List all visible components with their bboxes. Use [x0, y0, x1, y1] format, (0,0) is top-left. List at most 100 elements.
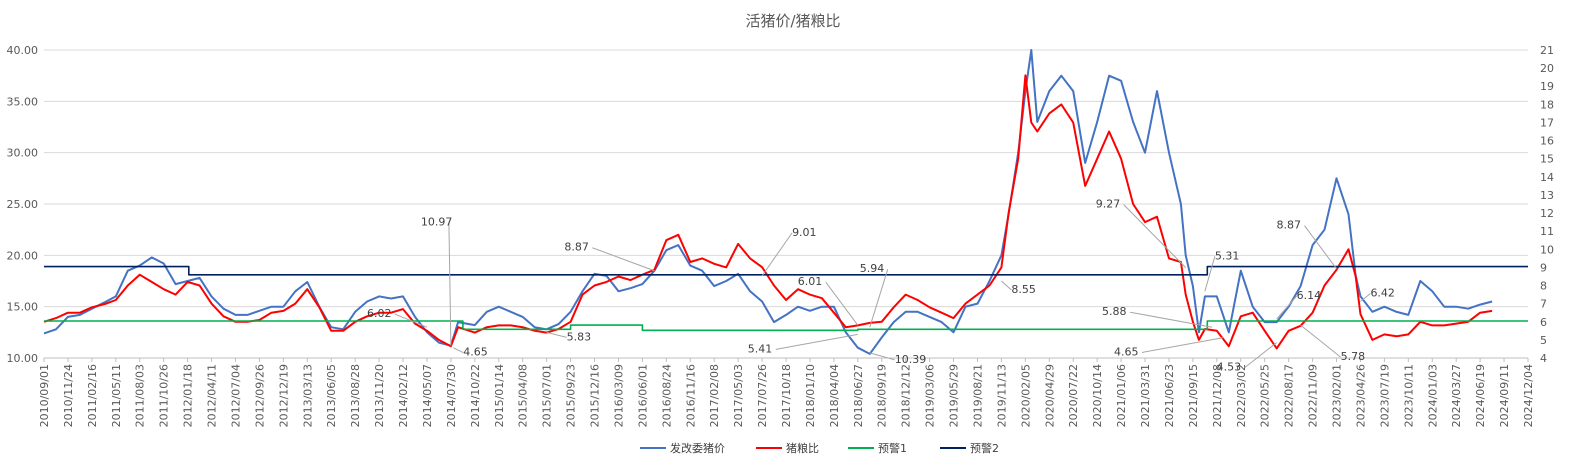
x-tick-label: 2020/04/29	[1043, 364, 1056, 427]
right-tick-label: 10	[1540, 243, 1554, 256]
x-tick-label: 2023/10/11	[1402, 364, 1415, 427]
annotation-label: 5.31	[1215, 249, 1240, 262]
annotation-label: 10.97	[421, 216, 453, 229]
x-tick-label: 2013/03/13	[301, 364, 314, 427]
x-tick-label: 2013/08/28	[349, 364, 362, 427]
x-tick-label: 2021/12/08	[1211, 364, 1224, 427]
right-tick-label: 17	[1540, 116, 1554, 129]
x-tick-label: 2014/10/22	[469, 364, 482, 427]
x-tick-label: 2013/11/20	[373, 364, 386, 427]
annotation-leader	[775, 333, 858, 350]
annotation-label: 6.01	[798, 275, 823, 288]
x-tick-label: 2017/02/08	[708, 364, 721, 427]
right-tick-label: 5	[1540, 334, 1547, 347]
right-axis-ticks: 4 5 6 7 8 9 10 11 12 13 14 15 16 17 18 19 20 21	[1540, 44, 1554, 365]
annotation-label: 5.88	[1102, 305, 1127, 318]
annotation-leader	[869, 352, 895, 361]
x-tick-label: 2016/06/01	[636, 364, 649, 427]
annotation-label: 4.65	[1114, 345, 1139, 358]
right-tick-label: 20	[1540, 62, 1554, 75]
annotation-label: 8.55	[1011, 283, 1036, 296]
x-tick-label: 2015/01/14	[493, 364, 506, 427]
x-tick-label: 2024/06/19	[1474, 364, 1487, 427]
series-lines	[43, 49, 1528, 355]
legend-label: 预警1	[878, 441, 907, 455]
x-tick-label: 2016/08/24	[660, 364, 673, 427]
x-tick-label: 2012/04/11	[206, 364, 219, 427]
x-tick-label: 2021/01/06	[1115, 364, 1128, 427]
x-tick-label: 2019/11/13	[995, 364, 1008, 427]
right-tick-label: 14	[1540, 171, 1554, 184]
left-tick-label: 20.00	[7, 249, 39, 262]
x-tick-label: 2023/02/01	[1331, 364, 1344, 427]
x-tick-label: 2018/04/04	[828, 364, 841, 427]
annotation-label: 8.87	[1277, 219, 1302, 232]
right-tick-label: 15	[1540, 153, 1554, 166]
legend-label: 预警2	[970, 441, 999, 455]
left-tick-label: 10.00	[7, 352, 39, 365]
x-tick-label: 2012/07/04	[229, 364, 242, 427]
x-tick-label: 2022/08/17	[1283, 364, 1296, 427]
annotation-leader	[1123, 204, 1187, 269]
legend: 发改委猪价 猪粮比 预警1 预警2	[640, 441, 999, 455]
annotations: 10.97 6.02 4.65 5.83 8.87 9.01 6.01 5.94 5.41 10.…	[367, 198, 1395, 374]
x-tick-label: 2022/11/09	[1307, 364, 1320, 427]
annotation-label: 4.53	[1217, 361, 1242, 374]
annotation-leader	[592, 247, 655, 272]
series-line-猪粮比	[43, 74, 1493, 350]
series-line-预警2	[44, 265, 1528, 276]
x-tick-label: 2020/10/14	[1091, 364, 1104, 427]
right-tick-label: 18	[1540, 98, 1554, 111]
x-tick-label: 2011/05/11	[110, 364, 123, 427]
annotation-leader	[1276, 295, 1298, 320]
x-tick-label: 2011/02/16	[86, 364, 99, 427]
annotation-label: 5.83	[567, 330, 592, 343]
right-tick-label: 19	[1540, 80, 1554, 93]
x-tick-label: 2021/06/23	[1163, 364, 1176, 427]
chart-title: 活猪价/猪粮比	[745, 12, 840, 30]
x-tick-label: 2024/09/11	[1498, 364, 1511, 427]
x-axis-ticks: 2010/09/01 2010/11/24 2011/02/16 2011/05/11…	[38, 358, 1535, 427]
x-tick-label: 2015/12/16	[589, 364, 602, 427]
annotation-label: 9.01	[792, 226, 817, 239]
annotation-label: 4.65	[463, 346, 488, 359]
x-tick-label: 2022/05/25	[1259, 364, 1272, 427]
x-tick-label: 2017/07/26	[756, 364, 769, 427]
annotation-label: 8.87	[564, 241, 589, 254]
x-tick-label: 2012/12/19	[277, 364, 290, 427]
x-tick-label: 2023/07/19	[1378, 364, 1391, 427]
annotation-leader	[1129, 311, 1213, 328]
x-tick-label: 2022/03/02	[1235, 364, 1248, 427]
left-tick-label: 30.00	[7, 147, 39, 160]
left-tick-label: 15.00	[7, 301, 39, 314]
x-tick-label: 2019/08/21	[971, 364, 984, 427]
x-tick-label: 2011/10/26	[158, 364, 171, 427]
annotation-label: 6.14	[1297, 289, 1322, 302]
x-tick-label: 2014/07/30	[445, 364, 458, 427]
x-tick-label: 2024/12/04	[1522, 364, 1535, 427]
x-tick-label: 2015/07/01	[541, 364, 554, 427]
annotation-leader	[825, 281, 859, 326]
x-tick-label: 2020/02/05	[1019, 364, 1032, 427]
annotation-leader	[1304, 225, 1337, 269]
x-tick-label: 2018/12/12	[900, 364, 913, 427]
right-tick-label: 21	[1540, 44, 1554, 57]
x-tick-label: 2018/09/19	[876, 364, 889, 427]
x-tick-label: 2010/09/01	[38, 364, 51, 427]
x-tick-label: 2024/03/27	[1450, 364, 1463, 427]
annotation-leader	[1300, 324, 1341, 358]
right-tick-label: 8	[1540, 280, 1547, 293]
left-tick-label: 40.00	[7, 44, 39, 57]
x-tick-label: 2019/03/06	[924, 364, 937, 427]
annotation-label: 5.78	[1341, 350, 1366, 363]
annotation-leader	[1204, 256, 1216, 292]
legend-label: 猪粮比	[786, 441, 819, 455]
x-tick-label: 2023/04/26	[1354, 364, 1367, 427]
annotation-leader	[394, 313, 428, 328]
x-tick-label: 2016/11/16	[684, 364, 697, 427]
x-tick-label: 2017/10/18	[780, 364, 793, 427]
annotation-leader	[448, 222, 452, 346]
annotation-leader	[453, 347, 464, 354]
annotation-label: 5.41	[748, 342, 773, 355]
